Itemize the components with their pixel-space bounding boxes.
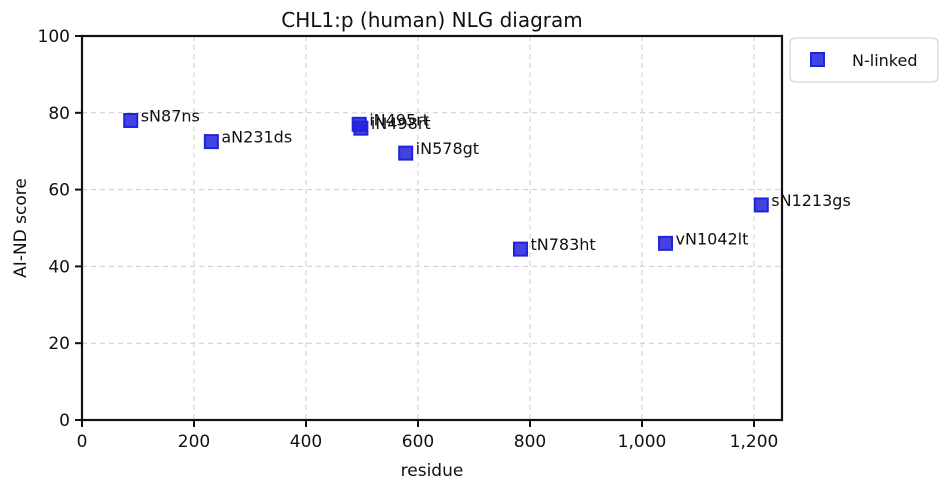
y-tick-label-0: 0 (59, 411, 70, 431)
x-tick-label-1: 200 (178, 432, 210, 452)
data-point-label: iN498rt (371, 114, 431, 133)
data-point-label: sN1213gs (771, 191, 851, 210)
data-point (123, 112, 139, 128)
data-point (398, 145, 414, 161)
x-tick-label-0: 0 (77, 432, 88, 452)
y-axis-title: AI-ND score (11, 178, 31, 278)
chart-title: CHL1:p (human) NLG diagram (281, 8, 583, 32)
x-tick-label-4: 800 (514, 432, 546, 452)
data-point-label: iN578gt (416, 139, 479, 158)
legend-label-n-linked: N-linked (852, 51, 917, 70)
x-tick-label-6: 1,200 (730, 432, 779, 452)
x-tick-label-3: 600 (402, 432, 434, 452)
y-tick-label-3: 60 (48, 181, 70, 201)
data-point-label: vN1042lt (676, 229, 749, 248)
y-tick-label-4: 80 (48, 104, 70, 124)
data-point-label: tN783ht (530, 235, 595, 254)
data-point (203, 134, 219, 150)
plot-frame (80, 34, 784, 422)
data-point (353, 120, 369, 136)
x-tick-label-5: 1,000 (618, 432, 667, 452)
data-point (658, 235, 674, 251)
y-tick-label-2: 40 (48, 257, 70, 277)
grid (82, 36, 782, 420)
x-tick-label-2: 400 (290, 432, 322, 452)
legend-marker-n-linked (810, 52, 825, 67)
x-axis: 0 200 400 600 800 1,000 1,200 (77, 420, 779, 452)
data-point-label: aN231ds (221, 128, 292, 147)
y-axis: 0 20 40 60 80 100 (38, 27, 82, 431)
y-tick-label-1: 20 (48, 334, 70, 354)
x-axis-title: residue (401, 461, 464, 481)
data-point-label: iN495rt (369, 110, 429, 129)
y-tick-label-5: 100 (38, 27, 70, 47)
data-point (512, 241, 528, 257)
data-point (753, 197, 769, 213)
data-point-label: sN87ns (141, 106, 200, 125)
legend: N-linked (789, 37, 939, 83)
legend-frame (789, 37, 939, 83)
